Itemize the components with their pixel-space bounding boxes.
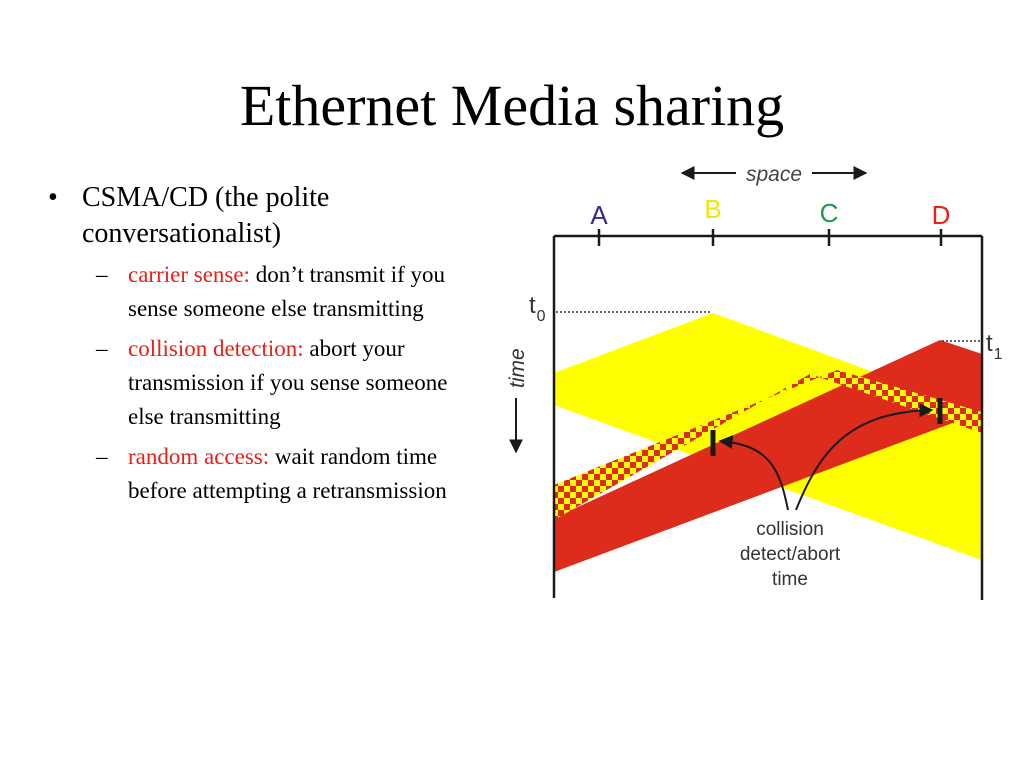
collision-label: collision detect/abort time — [740, 519, 841, 590]
svg-text:time: time — [772, 569, 808, 590]
svg-text:detect/abort: detect/abort — [740, 544, 841, 565]
dash-marker: – — [96, 336, 108, 361]
d-signal-band — [554, 340, 982, 572]
t1-label: t1 — [986, 330, 1003, 363]
time-arrow: time — [506, 348, 529, 454]
dash-marker: – — [96, 444, 108, 469]
bullet-main: • CSMA/CD (the polite conversationalist) — [48, 180, 488, 252]
term-label: carrier sense: — [128, 262, 250, 287]
svg-text:collision: collision — [756, 519, 824, 540]
term-text: abort your transmission if you sense som… — [128, 336, 448, 429]
dash-marker: – — [96, 262, 108, 287]
node-a-label: A — [590, 200, 608, 230]
time-label: time — [506, 348, 529, 388]
space-arrow: space — [680, 163, 868, 186]
t0-label: t0 — [529, 292, 546, 325]
term-label: random access: — [128, 444, 270, 469]
term-text: don’t transmit if you sense someone else… — [128, 262, 446, 321]
bullet-dot: • — [48, 182, 58, 213]
bus-lines — [552, 229, 984, 600]
node-c-label: C — [820, 198, 839, 228]
node-b-label: B — [704, 194, 721, 224]
page-title: Ethernet Media sharing — [239, 73, 785, 138]
term-text: wait random time before attempting a ret… — [128, 444, 447, 503]
subbullet-carrier-sense: – carrier sense: don’t transmit if you s… — [48, 258, 488, 326]
collision-arrow-right — [795, 403, 934, 511]
subbullet-random-access: – random access: wait random time before… — [48, 440, 488, 508]
collision-arrow-left — [718, 435, 789, 511]
term-label: collision detection: — [128, 336, 304, 361]
subbullet-collision-detection: – collision detection: abort your transm… — [48, 332, 488, 434]
bullet-list: • CSMA/CD (the polite conversationalist)… — [48, 180, 488, 508]
node-d-label: D — [932, 200, 951, 230]
bullet-main-text: CSMA/CD (the polite conversationalist) — [82, 182, 330, 249]
space-label: space — [746, 163, 802, 186]
